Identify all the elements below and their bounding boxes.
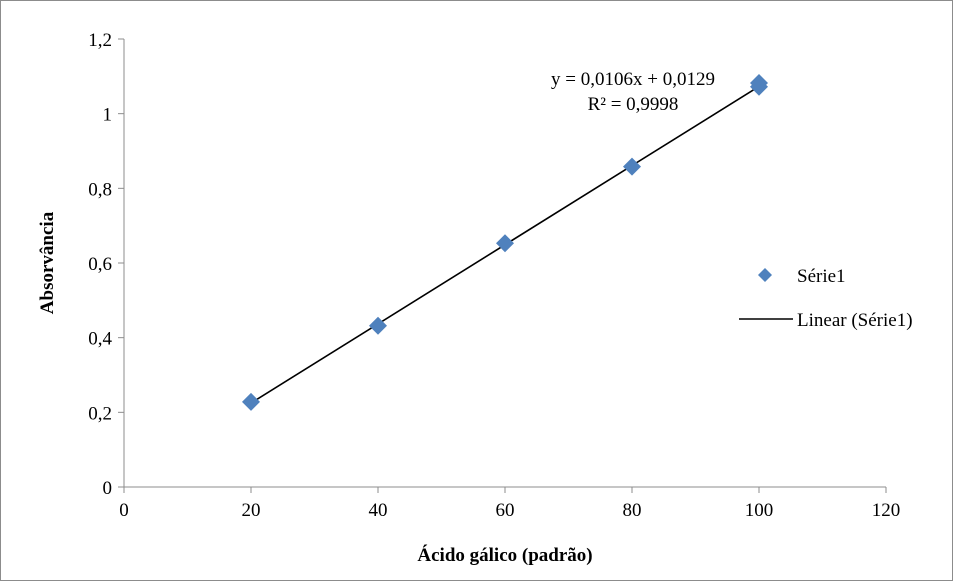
x-tick-label: 120 — [872, 500, 901, 521]
legend-diamond-marker — [758, 268, 772, 282]
x-axis-title: Ácido gálico (padrão) — [417, 544, 592, 566]
legend: Série1 Linear (Série1) — [739, 266, 913, 331]
axes — [123, 39, 886, 488]
y-tick-label: 0,2 — [88, 403, 112, 424]
legend-series-label: Série1 — [797, 266, 846, 287]
x-tick-label: 20 — [242, 500, 261, 521]
ticks: 0 0,2 0,4 0,6 0,8 1 1,2 0 20 40 60 80 100 120 — [88, 30, 900, 521]
data-points — [242, 74, 768, 411]
y-tick-label: 1,2 — [88, 30, 112, 51]
x-tick-label: 60 — [496, 500, 515, 521]
y-axis-title: Absorvância — [37, 211, 58, 314]
data-point — [496, 234, 514, 253]
data-point — [242, 392, 260, 411]
trendline-equation: y = 0,0106x + 0,0129 — [551, 69, 715, 90]
y-tick-label: 0,6 — [88, 254, 112, 275]
x-tick-label: 80 — [623, 500, 642, 521]
y-tick-label: 0,8 — [88, 179, 112, 200]
legend-trendline-label: Linear (Série1) — [797, 310, 913, 331]
data-point — [623, 157, 641, 176]
x-tick-label: 0 — [119, 500, 129, 521]
x-tick-label: 40 — [369, 500, 388, 521]
y-tick-label: 1 — [103, 105, 113, 126]
data-point — [750, 74, 768, 93]
y-tick-label: 0 — [103, 478, 113, 499]
x-tick-label: 100 — [745, 500, 774, 521]
trendline-r-squared: R² = 0,9998 — [588, 94, 679, 115]
data-point — [369, 316, 387, 335]
y-tick-label: 0,4 — [88, 329, 112, 350]
